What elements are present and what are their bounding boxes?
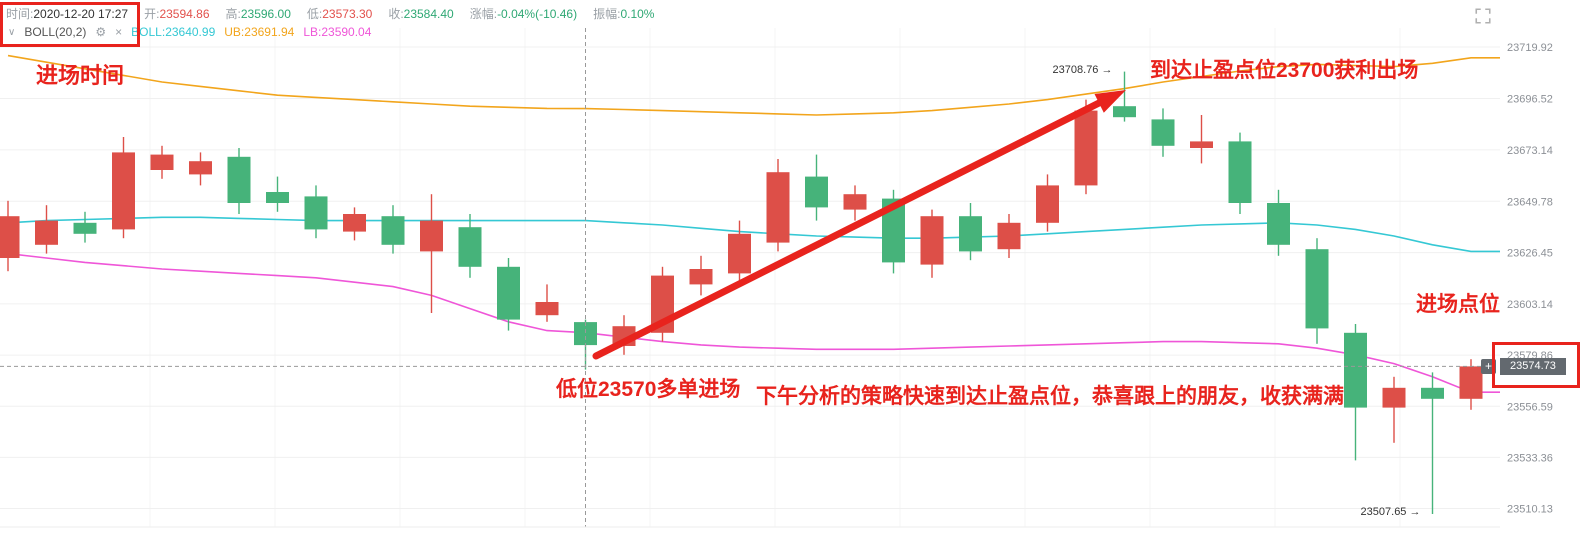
ohlc-high: 高:23596.00 xyxy=(225,7,291,21)
ohlc-close: 收:23584.40 xyxy=(388,7,454,21)
candle xyxy=(959,203,982,261)
candle xyxy=(1421,372,1444,514)
ohlc-open: 开:23594.86 xyxy=(144,7,210,21)
candle xyxy=(35,205,58,254)
candle xyxy=(381,205,405,254)
chevron-down-icon[interactable]: ∨ xyxy=(8,26,16,38)
indicator-bar: ∨ BOLL(20,2) ⚙ × BOLL:23640.99 UB:23691.… xyxy=(8,25,371,39)
candle xyxy=(651,266,674,342)
indicator-boll-value: BOLL:23640.99 xyxy=(131,25,216,39)
annotation-entry-point: 进场点位 xyxy=(1416,293,1500,316)
gear-icon[interactable]: ⚙ xyxy=(95,25,107,39)
candle xyxy=(343,207,366,241)
arrow-right-icon: → xyxy=(1101,63,1113,76)
y-axis-tick: 23696.52 xyxy=(1507,94,1553,106)
bottom-price-label: 23507.65 → xyxy=(1360,505,1421,518)
candle xyxy=(1190,115,1213,164)
candle xyxy=(1113,71,1136,122)
indicator-lb-value: LB:23590.04 xyxy=(303,25,372,39)
candle xyxy=(420,194,443,313)
candle xyxy=(458,214,482,278)
boll-lb-line xyxy=(7,252,1500,394)
y-axis-tick: 23533.36 xyxy=(1507,452,1553,464)
candle xyxy=(1228,132,1252,214)
candle xyxy=(1382,376,1406,443)
candle xyxy=(920,209,944,278)
candle xyxy=(1344,324,1367,461)
candle xyxy=(189,152,212,186)
ohlc-amplitude: 振幅:0.10% xyxy=(593,7,655,21)
add-order-button[interactable]: + xyxy=(1481,358,1496,374)
candle xyxy=(266,176,289,212)
indicator-ub-value: UB:23691.94 xyxy=(224,25,295,39)
peak-price-label: 23708.76 → xyxy=(1052,63,1113,76)
candle xyxy=(112,137,135,239)
annotation-entry-low: 低位23570多单进场 xyxy=(556,378,741,401)
candle xyxy=(728,220,751,283)
candle xyxy=(1459,359,1483,410)
candle xyxy=(73,211,97,243)
candle xyxy=(1036,174,1059,232)
candle xyxy=(227,148,251,214)
annotation-entry-time: 进场时间 xyxy=(36,63,125,88)
candle xyxy=(612,315,636,355)
arrow-right-icon: → xyxy=(1409,505,1421,518)
candle xyxy=(150,145,174,179)
y-axis-tick: 23510.13 xyxy=(1507,504,1553,516)
candle xyxy=(1151,108,1175,157)
candle xyxy=(497,258,520,331)
last-price-badge: 23574.73 xyxy=(1500,357,1566,375)
ohlc-toolbar: 时间:2020-12-20 17:27 开:23594.86 高:23596.0… xyxy=(6,5,654,22)
fullscreen-icon[interactable] xyxy=(1474,7,1492,25)
y-axis-tick: 23673.14 xyxy=(1507,145,1553,157)
ohlc-time: 时间:2020-12-20 17:27 xyxy=(6,7,129,21)
candle xyxy=(535,284,559,322)
annotation-take-profit: 到达止盈点位23700获利出场 xyxy=(1150,59,1419,82)
y-axis-tick: 23626.45 xyxy=(1507,248,1553,260)
candle xyxy=(1305,238,1329,344)
indicator-selector[interactable]: BOLL(20,2) xyxy=(24,25,87,39)
candle xyxy=(882,189,905,274)
y-axis-tick: 23649.78 xyxy=(1507,196,1553,208)
y-axis-tick: 23603.14 xyxy=(1507,299,1553,311)
candle xyxy=(805,154,828,221)
candle xyxy=(1074,99,1098,195)
ohlc-low: 低:23573.30 xyxy=(306,7,373,21)
ohlc-change: 涨幅:-0.04%(-10.46) xyxy=(469,7,578,21)
y-axis-tick: 23556.59 xyxy=(1507,401,1553,413)
annotation-congrats: 下午分析的策略快速到达止盈点位，恭喜跟上的朋友，收获满满 xyxy=(756,385,1344,408)
candle xyxy=(1267,189,1290,256)
candle xyxy=(689,255,713,296)
candle xyxy=(843,185,867,221)
candle xyxy=(304,185,328,239)
candle xyxy=(766,159,790,252)
indicator-close-icon[interactable]: × xyxy=(115,25,123,39)
y-axis-tick: 23719.92 xyxy=(1507,42,1553,54)
candle xyxy=(0,200,20,272)
candle xyxy=(997,214,1021,258)
